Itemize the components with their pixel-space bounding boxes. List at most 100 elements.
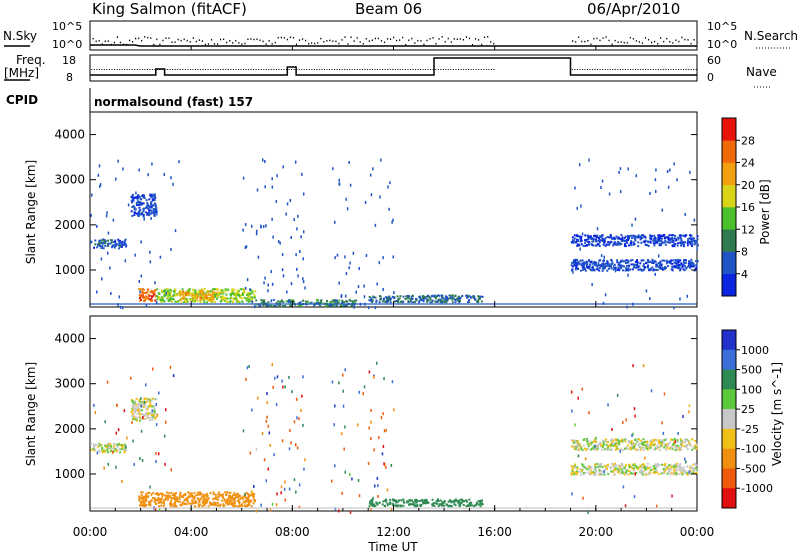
power-scatter-point — [151, 162, 153, 166]
power-scatter-point — [296, 227, 298, 231]
power-data-point — [441, 297, 444, 300]
power-data-point — [155, 207, 158, 210]
power-scatter-point — [147, 173, 149, 177]
power-data-point — [422, 297, 425, 300]
velocity-data-point — [576, 442, 579, 445]
velocity-data-point — [618, 440, 621, 443]
nsearch-point — [162, 39, 164, 42]
velocity-data-point — [415, 505, 418, 508]
velocity-data-point — [694, 463, 697, 466]
power-data-point — [172, 295, 175, 298]
velocity-data-point — [145, 401, 148, 404]
velocity-data-point — [646, 443, 649, 446]
velocity-data-point — [134, 416, 137, 419]
nsearch-point — [219, 38, 222, 41]
velocity-data-point — [101, 447, 104, 450]
power-scatter-point — [348, 160, 350, 164]
power-data-point — [130, 196, 133, 199]
power-data-point — [687, 238, 690, 241]
nsearch-point — [684, 38, 686, 41]
power-data-point — [438, 294, 441, 297]
nave-point — [602, 69, 604, 70]
power-data-point — [576, 263, 579, 266]
power-data-point — [273, 304, 276, 307]
power-scatter-point — [627, 167, 629, 171]
power-data-point — [575, 234, 578, 237]
velocity-scatter-point — [344, 368, 346, 372]
power-scatter-point — [154, 281, 156, 285]
velocity-data-point — [671, 448, 674, 451]
velocity-data-point — [678, 446, 681, 449]
velocity-data-point — [695, 472, 698, 475]
velocity-data-point — [420, 504, 423, 507]
nsearch-point — [635, 40, 637, 42]
power-data-point — [151, 199, 154, 202]
power-data-point — [656, 241, 659, 244]
power-scatter-point — [271, 185, 274, 189]
velocity-data-point — [596, 447, 599, 450]
power-data-point — [637, 245, 640, 248]
power-data-point — [695, 266, 698, 269]
velocity-data-point — [630, 465, 633, 468]
power-scatter-point — [261, 158, 264, 162]
nave-point — [136, 69, 138, 70]
velocity-data-point — [609, 466, 612, 469]
power-data-point — [613, 267, 616, 270]
velocity-data-point — [673, 463, 676, 466]
nave-point — [622, 69, 624, 70]
power-data-point — [654, 268, 657, 271]
power-scatter-point — [91, 193, 93, 197]
velocity-data-point — [678, 468, 681, 471]
power-data-point — [148, 209, 151, 212]
power-scatter-point — [117, 159, 119, 163]
power-data-point — [341, 304, 344, 307]
velocity-data-point — [659, 444, 662, 447]
power-data-point — [388, 296, 391, 299]
velocity-data-point — [639, 464, 642, 467]
velocity-data-point — [105, 445, 108, 448]
power-data-point — [195, 291, 198, 294]
power-data-point — [665, 266, 668, 269]
power-data-point — [642, 240, 645, 243]
power-data-point — [618, 243, 621, 246]
velocity-colorbar-swatch — [722, 409, 736, 430]
nsearch-point — [323, 41, 325, 43]
velocity-data-point — [221, 499, 224, 502]
velocity-data-point — [655, 465, 658, 468]
velocity-data-point — [639, 470, 642, 473]
velocity-data-point — [592, 440, 595, 443]
velocity-data-point — [119, 444, 122, 447]
power-data-point — [144, 211, 147, 214]
power-scatter-point — [618, 170, 620, 174]
velocity-data-point — [217, 496, 220, 499]
nave-point — [331, 69, 333, 70]
nsearch-point — [156, 38, 158, 41]
nave-point — [399, 69, 401, 70]
power-scatter-point — [577, 238, 579, 242]
velocity-data-point — [682, 469, 685, 472]
power-colorbar-tick-label: 20 — [741, 179, 755, 192]
power-data-point — [580, 239, 583, 242]
power-data-point — [192, 292, 195, 295]
velocity-data-point — [190, 494, 193, 497]
power-data-point — [146, 297, 149, 300]
power-data-point — [216, 297, 219, 300]
velocity-data-point — [614, 468, 617, 471]
nsearch-point — [626, 42, 628, 44]
power-data-point — [614, 243, 617, 246]
velocity-data-point — [190, 502, 193, 505]
date-label: 06/Apr/2010 — [587, 0, 680, 18]
velocity-scatter-point — [288, 487, 291, 491]
nave-point — [235, 69, 237, 70]
velocity-data-point — [161, 494, 164, 497]
velocity-data-point — [90, 442, 93, 445]
velocity-data-point — [389, 498, 392, 501]
power-data-point — [676, 260, 679, 263]
velocity-scatter-point — [595, 436, 597, 440]
power-data-point — [608, 265, 611, 268]
velocity-scatter-point — [142, 496, 144, 500]
power-scatter-point — [572, 270, 574, 274]
velocity-data-point — [389, 501, 392, 504]
velocity-data-point — [680, 471, 683, 474]
velocity-data-point — [195, 501, 198, 504]
